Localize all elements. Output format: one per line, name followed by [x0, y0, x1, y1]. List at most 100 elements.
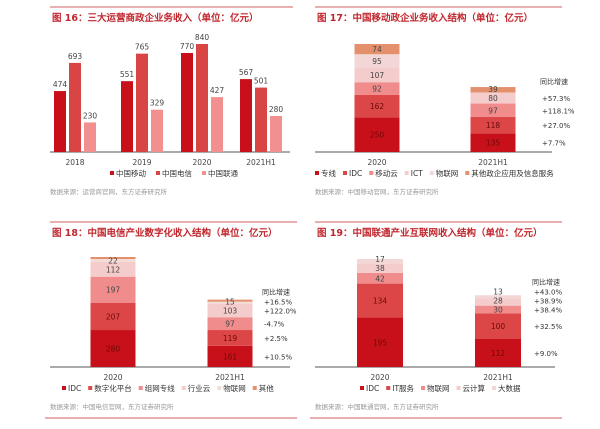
data-label: 112 [491, 349, 506, 358]
data-label: 97 [225, 320, 235, 329]
legend-swatch [343, 171, 347, 175]
growth-label: +122.0% [264, 307, 297, 315]
legend-swatch [252, 386, 257, 390]
bar-segment [357, 263, 403, 273]
x-tick-label: 2021H1 [478, 158, 508, 167]
growth-label: +16.5% [264, 298, 292, 306]
legend-label: 数字化平台 [94, 383, 132, 393]
legend-label: 中国电信 [162, 168, 192, 178]
bar-segment [354, 67, 400, 83]
growth-label: +38.4% [534, 306, 562, 314]
legend-swatch [465, 171, 470, 175]
bar-segment [470, 103, 516, 117]
x-tick-label: 2020 [370, 373, 389, 382]
legend-label: 物联网 [427, 383, 450, 393]
data-label: 15 [225, 297, 235, 306]
data-label: 13 [493, 287, 503, 296]
data-label: 197 [106, 286, 121, 295]
data-label: 474 [53, 80, 68, 89]
data-label: 134 [373, 297, 388, 306]
legend-label: 组网专线 [145, 383, 175, 393]
data-label: 74 [372, 45, 382, 54]
chart-title: 图 16：三大运营商政企业务收入（单位：亿元） [52, 12, 259, 24]
bar-segment [90, 330, 136, 367]
legend-swatch [492, 386, 497, 390]
legend-swatch [138, 386, 143, 390]
bar-segment [90, 302, 136, 331]
growth-label: +10.5% [264, 353, 292, 361]
data-label: 22 [108, 256, 118, 265]
legend-swatch [404, 171, 409, 175]
growth-label: +32.5% [534, 323, 562, 331]
legend-swatch [360, 386, 364, 390]
bar-segment [357, 272, 403, 284]
bar-segment [354, 54, 400, 68]
legend-swatch [110, 171, 114, 175]
bar [196, 44, 208, 152]
bar-segment [470, 133, 516, 152]
bar-segment [357, 259, 403, 264]
bar [255, 87, 267, 152]
data-label: 840 [195, 33, 210, 42]
legend-label: IT服务 [392, 383, 414, 393]
source-note: 数据来源：中国电信官网，东方证券研究所 [50, 402, 174, 411]
legend-label: 中国移动 [116, 168, 146, 178]
data-label: 119 [223, 334, 238, 343]
bar-segment [357, 317, 403, 367]
bar [84, 122, 96, 152]
bar-segment [475, 295, 521, 299]
legend-swatch [421, 386, 426, 390]
data-label: 280 [106, 345, 121, 354]
data-label: 693 [68, 52, 83, 61]
data-label: 427 [210, 86, 225, 95]
chart-title: 图 17：中国移动政企业务收入结构（单位：亿元） [317, 12, 533, 24]
bar-segment [354, 94, 400, 118]
growth-header: 同比增速 [262, 287, 290, 296]
chart-2: 图 17：中国移动政企业务收入结构（单位：亿元） 250 162 92 107 95 74 2… [315, 6, 575, 196]
source-note: 数据来源：运营商官网，东方证券研究所 [50, 187, 168, 196]
chart-title: 图 18：中国电信产业数字化收入结构（单位：亿元） [52, 227, 278, 239]
legend-swatch [88, 386, 93, 390]
data-label: 100 [491, 322, 506, 331]
legend-label: IDC [349, 169, 362, 178]
growth-label: +7.7% [542, 140, 566, 148]
bar-segment [90, 261, 136, 277]
data-label: 103 [223, 306, 238, 315]
data-label: 39 [488, 85, 498, 94]
data-label: 28 [493, 296, 503, 305]
data-label: 567 [239, 68, 254, 77]
data-label: 95 [372, 57, 382, 66]
data-label: 501 [254, 77, 269, 86]
bar [151, 109, 163, 152]
legend-label: 物联网 [436, 168, 459, 178]
legend-label: 专线 [321, 168, 336, 178]
bar-segment [90, 276, 136, 303]
bar [136, 53, 148, 153]
legend-swatch [429, 171, 434, 175]
legend-label: IDC [366, 384, 379, 393]
x-tick-label: 2021H1 [215, 373, 245, 382]
legend-label: 其他 [259, 383, 274, 393]
x-tick-label: 2019 [132, 158, 151, 167]
legend-swatch [156, 171, 160, 175]
x-tick-label: 2021H1 [483, 373, 513, 382]
x-tick-label: 2020 [192, 158, 211, 167]
data-label: 135 [486, 139, 501, 148]
data-label: 162 [370, 102, 385, 111]
bar-segment [354, 117, 400, 152]
data-label: 118 [486, 121, 501, 130]
data-label: 770 [180, 42, 195, 51]
growth-label: +27.0% [542, 122, 570, 130]
data-label: 551 [120, 70, 135, 79]
data-label: 250 [370, 131, 385, 140]
legend-swatch [202, 171, 206, 175]
data-label: 107 [370, 71, 385, 80]
bar-segment-cap [207, 299, 253, 302]
bar-segment [470, 92, 516, 104]
chart-title: 图 19：中国联通产业互联网收入结构（单位：亿元） [317, 227, 543, 239]
growth-label: +38.9% [534, 297, 562, 305]
legend-swatch [386, 386, 391, 390]
